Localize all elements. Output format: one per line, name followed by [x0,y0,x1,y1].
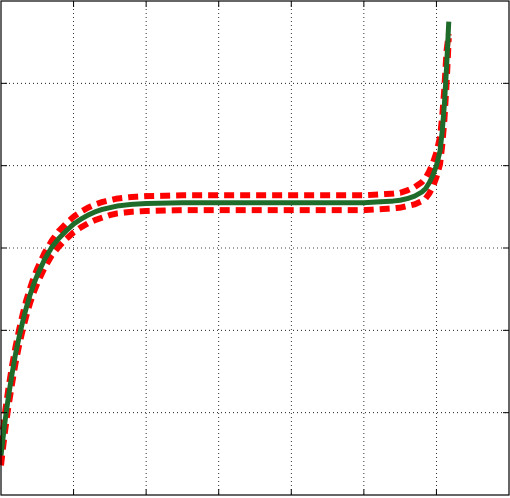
series-group [0,21,452,466]
dashed-series-line-2 [0,37,452,466]
solid-series-line-0 [0,21,452,456]
